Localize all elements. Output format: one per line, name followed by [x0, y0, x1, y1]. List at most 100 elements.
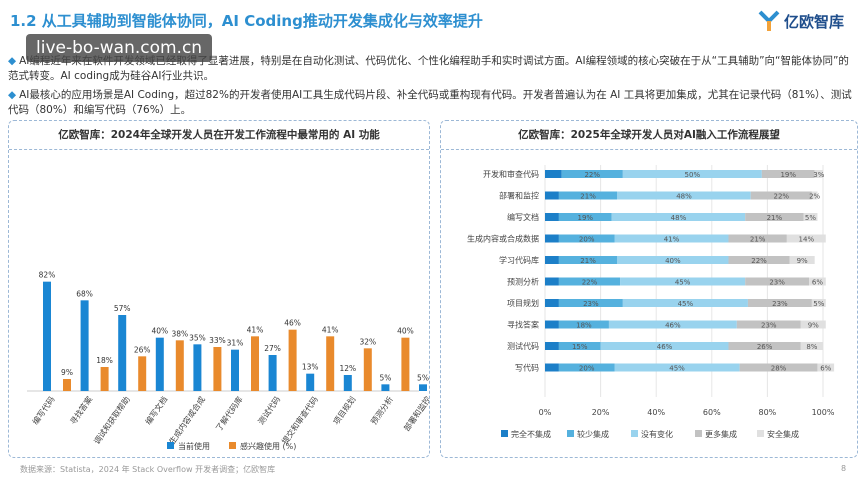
- stacked-segment: [558, 213, 612, 221]
- bar-value-label: 32%: [359, 337, 376, 346]
- bar-current: [155, 337, 164, 391]
- diamond-bullet-icon: ◆: [8, 89, 17, 101]
- diamond-bullet-icon: ◆: [8, 55, 17, 67]
- right-chart: 0% 20% 40% 60% 80% 100% 开发和审查代码 22% 50% 19% 3% 部署和监…: [467, 165, 835, 439]
- bar-interested: [251, 336, 259, 391]
- stacked-segment: [600, 342, 729, 350]
- stacked-segment: [545, 256, 559, 264]
- bar-value-label: 40%: [151, 327, 168, 336]
- segment-value-label: 26%: [757, 343, 773, 351]
- brand-logo: 亿欧智库: [758, 10, 844, 32]
- segment-value-label: 22%: [774, 193, 790, 201]
- bar-interested: [138, 356, 147, 391]
- segment-value-label: 6%: [812, 279, 823, 287]
- stacked-segment: [750, 191, 812, 200]
- stacked-segment: [728, 256, 790, 264]
- stacked-segment: [545, 213, 559, 221]
- bar-value-label: 38%: [171, 329, 188, 338]
- stacked-segment: [747, 299, 812, 307]
- bar-interested: [175, 340, 184, 391]
- logo-icon: [758, 10, 780, 32]
- stacked-segment: [558, 299, 623, 307]
- stacked-segment: [803, 213, 818, 221]
- legend-swatch: [501, 430, 508, 437]
- bar-interested: [63, 379, 71, 391]
- x-tick-label: 20%: [592, 408, 610, 417]
- stacked-segment: [745, 213, 804, 221]
- legend-swatch: [567, 430, 574, 437]
- stacked-segment: [614, 234, 729, 243]
- stacked-segment: [558, 234, 615, 243]
- segment-value-label: 46%: [665, 322, 681, 330]
- segment-value-label: 50%: [685, 171, 701, 179]
- bar-value-label: 9%: [61, 368, 73, 377]
- segment-value-label: 40%: [665, 257, 681, 265]
- segment-value-label: 48%: [676, 193, 692, 201]
- segment-value-label: 6%: [820, 365, 831, 373]
- legend-label: 当前使用: [178, 441, 210, 451]
- segment-value-label: 22%: [582, 279, 598, 287]
- segment-value-label: 19%: [780, 171, 796, 179]
- legend-label: 感兴趣使用 (%): [240, 441, 296, 451]
- x-tick-label: 测试代码: [256, 394, 283, 426]
- bar-current: [306, 373, 315, 391]
- stacked-segment: [745, 277, 810, 286]
- segment-value-label: 15%: [572, 343, 588, 351]
- bar-interested: [326, 336, 335, 391]
- stacked-segment: [622, 170, 762, 178]
- segment-value-label: 23%: [769, 279, 785, 287]
- stacked-segment: [811, 191, 818, 200]
- x-tick-label: 100%: [812, 408, 835, 417]
- stacked-segment: [736, 320, 801, 329]
- stacked-segment: [728, 342, 801, 350]
- bar-interested: [100, 367, 109, 391]
- bar-value-label: 82%: [39, 271, 56, 280]
- bar-value-label: 31%: [227, 339, 244, 348]
- bar-current: [381, 384, 390, 391]
- stacked-segment: [558, 191, 618, 200]
- stacked-segment: [728, 234, 787, 243]
- y-tick-label: 学习代码库: [499, 255, 539, 265]
- segment-value-label: 21%: [767, 214, 783, 222]
- legend-label: 没有变化: [641, 429, 673, 439]
- y-tick-label: 写代码: [515, 363, 539, 373]
- bar-current: [43, 281, 51, 391]
- stacked-segment: [786, 234, 826, 243]
- x-tick-label: 40%: [647, 408, 665, 417]
- bar-value-label: 33%: [209, 336, 226, 345]
- stacked-segment: [614, 363, 740, 372]
- y-tick-label: 寻找答案: [507, 320, 539, 330]
- segment-value-label: 22%: [751, 257, 767, 265]
- y-tick-label: 开发和审查代码: [483, 169, 539, 179]
- legend-swatch: [229, 442, 236, 449]
- bar-value-label: 35%: [189, 333, 206, 342]
- y-tick-label: 测试代码: [507, 341, 539, 351]
- segment-value-label: 18%: [576, 322, 592, 330]
- stacked-segment: [558, 277, 621, 286]
- segment-value-label: 23%: [583, 300, 599, 308]
- stacked-segment: [817, 363, 835, 372]
- bar-value-label: 5%: [417, 373, 429, 382]
- stacked-segment: [545, 234, 559, 243]
- intro-paragraph-2-text: AI最核心的应用场景是AI Coding，超过82%的开发者使用AI工具生成代码…: [8, 89, 852, 116]
- x-tick-label: 预测分析: [368, 394, 395, 426]
- bar-current: [268, 355, 277, 391]
- x-tick-label: 寻找答案: [68, 394, 95, 426]
- legend-swatch: [757, 430, 764, 437]
- segment-value-label: 8%: [806, 343, 817, 351]
- x-tick-label: 80%: [759, 408, 777, 417]
- bar-interested: [288, 329, 297, 391]
- y-tick-label: 预测分析: [507, 277, 539, 287]
- segment-value-label: 5%: [805, 214, 816, 222]
- segment-value-label: 14%: [799, 236, 815, 244]
- legend-label: 完全不集成: [511, 429, 551, 439]
- segment-value-label: 23%: [761, 322, 777, 330]
- stacked-segment: [814, 170, 823, 178]
- stacked-segment: [545, 320, 559, 329]
- x-tick-label: 提交和审查代码: [280, 394, 320, 446]
- stacked-segment: [622, 299, 748, 307]
- segment-value-label: 41%: [664, 236, 680, 244]
- bar-value-label: 13%: [302, 363, 319, 372]
- segment-value-label: 21%: [580, 257, 596, 265]
- bar-value-label: 26%: [134, 345, 151, 354]
